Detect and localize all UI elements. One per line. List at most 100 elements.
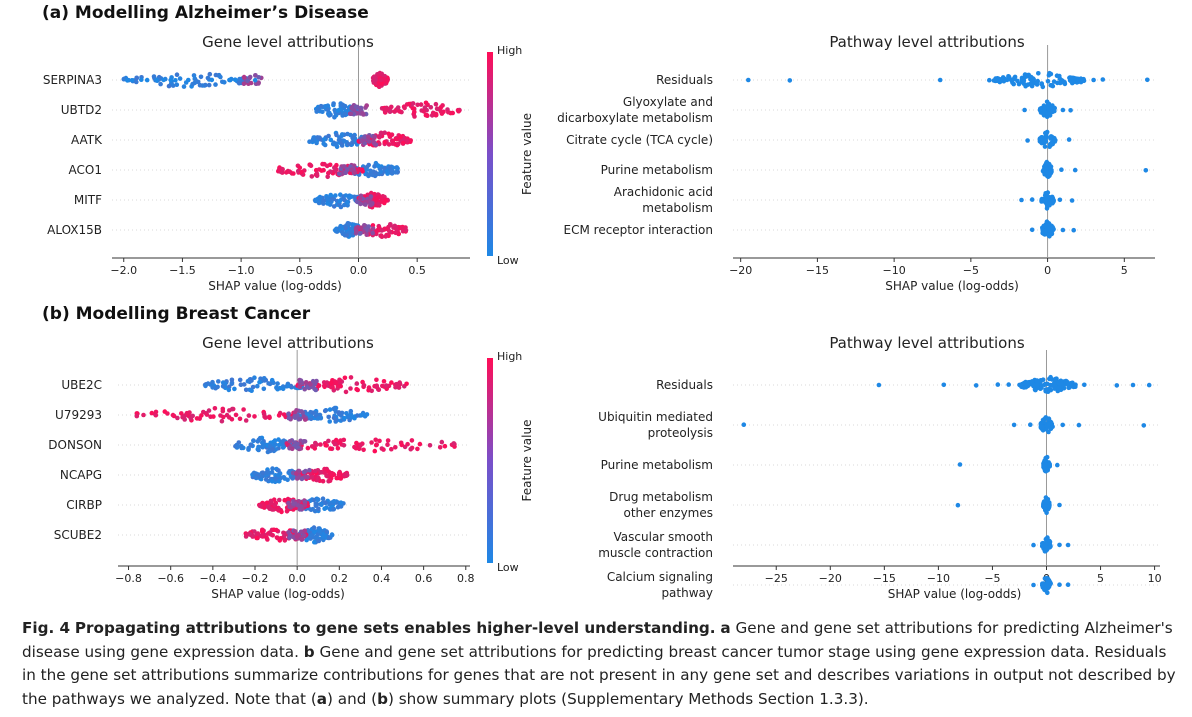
x-tick-label: 10 <box>1148 572 1162 585</box>
shap-point <box>362 223 367 228</box>
x-tick-label: 5 <box>1097 572 1104 585</box>
shap-point <box>301 439 307 444</box>
shap-point <box>257 503 263 509</box>
shap-point <box>405 138 410 144</box>
shap-point <box>1057 197 1063 203</box>
x-tick-label: −20 <box>729 264 752 277</box>
shap-point <box>955 502 961 508</box>
shap-point <box>412 109 417 115</box>
shap-point <box>254 383 260 389</box>
shap-point <box>377 438 382 444</box>
shap-point <box>326 170 331 176</box>
shap-point <box>382 108 388 114</box>
shap-point <box>139 77 144 82</box>
shap-point <box>325 174 331 180</box>
shap-point <box>299 170 304 175</box>
shap-point <box>383 234 389 239</box>
x-axis-label: SHAP value (log-odds) <box>885 279 1019 293</box>
shap-point <box>1044 575 1050 581</box>
shap-point <box>246 447 251 452</box>
shap-point <box>286 500 291 506</box>
chart-title: Gene level attributions <box>202 334 374 352</box>
caption-a-text: Gene and gene set attributions for predi… <box>22 619 1173 661</box>
shap-point <box>787 78 793 83</box>
shap-point <box>876 382 882 388</box>
shap-point <box>267 381 273 387</box>
shap-point <box>260 470 266 476</box>
shap-point <box>307 139 312 144</box>
shap-point <box>270 507 275 512</box>
shap-point <box>1047 222 1052 227</box>
shap-point <box>366 134 371 140</box>
feature-label: U79293 <box>55 408 102 422</box>
shap-point <box>125 78 130 83</box>
shap-point <box>248 442 254 448</box>
shap-point <box>342 375 348 381</box>
x-tick-label: 0.0 <box>350 264 368 277</box>
shap-point <box>205 75 211 81</box>
shap-point <box>303 468 308 474</box>
caption-a-mark: a <box>720 619 731 637</box>
shap-point <box>378 130 384 136</box>
shap-point <box>1068 108 1073 113</box>
shap-point <box>382 130 388 135</box>
feature-label: AATK <box>71 133 103 147</box>
shap-point <box>269 377 275 383</box>
shap-point <box>397 109 402 114</box>
shap-point <box>237 416 243 422</box>
shap-point <box>320 496 326 502</box>
shap-point <box>385 442 390 448</box>
shap-point <box>336 472 342 478</box>
shap-point <box>134 79 139 85</box>
shap-point <box>263 477 269 482</box>
shap-point <box>1057 582 1062 587</box>
shap-point <box>408 446 414 452</box>
shap-point <box>437 445 443 450</box>
shap-point <box>379 233 384 238</box>
shap-point <box>336 410 342 415</box>
shap-point <box>302 528 308 533</box>
shap-point <box>343 389 349 395</box>
shap-point <box>345 200 350 205</box>
shap-point <box>232 77 238 82</box>
shap-point <box>287 535 292 541</box>
colorbar-high-label: High <box>497 44 522 57</box>
shap-point <box>280 167 285 172</box>
shap-point <box>354 229 359 234</box>
shap-point <box>239 445 244 450</box>
shap-point <box>344 411 349 416</box>
shap-point <box>385 438 391 443</box>
shap-point <box>241 407 246 412</box>
shap-point <box>177 76 183 81</box>
shap-point <box>1072 167 1078 173</box>
shap-point <box>322 137 327 142</box>
shap-point <box>252 77 258 83</box>
shap-point <box>1091 77 1096 83</box>
shap-point <box>307 467 312 473</box>
shap-point <box>1048 106 1053 112</box>
shap-point <box>1065 582 1071 587</box>
panel-b-title: (b) Modelling Breast Cancer <box>42 304 311 324</box>
shap-point <box>309 174 315 179</box>
shap-point <box>374 229 379 234</box>
shap-point <box>294 471 299 476</box>
shap-point <box>319 168 324 173</box>
shap-point <box>353 195 358 201</box>
feature-label: Residuals <box>656 73 713 87</box>
shap-point <box>741 422 747 428</box>
shap-point <box>243 418 249 423</box>
shap-point <box>1042 135 1048 140</box>
shap-point <box>275 381 280 386</box>
caption-headline: Propagating attributions to gene sets en… <box>74 619 716 637</box>
shap-point <box>349 106 355 111</box>
shap-point <box>406 101 412 107</box>
shap-point <box>1080 78 1086 83</box>
shap-point <box>249 378 254 383</box>
x-axis-label: SHAP value (log-odds) <box>211 587 345 601</box>
shap-point <box>1042 106 1047 111</box>
shap-point <box>1043 581 1049 587</box>
shap-point <box>358 443 363 448</box>
shap-point <box>378 169 384 175</box>
shap-point <box>241 74 247 80</box>
shap-point <box>322 383 327 389</box>
